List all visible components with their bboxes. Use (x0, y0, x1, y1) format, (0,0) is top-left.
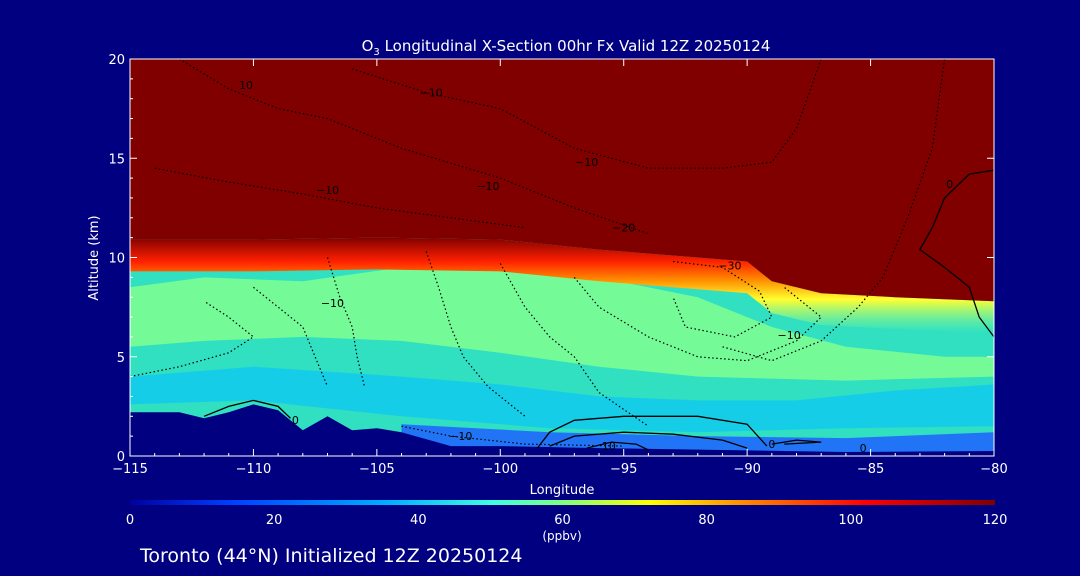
contour-label: 0 (292, 414, 299, 427)
contour-positive (536, 415, 768, 449)
plot-area: 10 −10 −10 −10 −10 −20 −30 −10 −10 0 −10 10 0 0 0 (130, 59, 994, 456)
y-tick-label: 20 (108, 53, 125, 68)
stratosphere-region (130, 59, 994, 302)
colorbar-tick-label: 20 (266, 513, 283, 528)
contour-positive (203, 399, 291, 419)
contour-negative (253, 286, 329, 387)
contour-label: −10 (575, 156, 598, 169)
contour-label: −10 (476, 180, 499, 193)
contour-label: −30 (718, 259, 741, 272)
contour-negative (179, 59, 649, 235)
contour-label: −10 (321, 297, 344, 310)
contour-negative (154, 167, 526, 229)
tropopause-transition (130, 237, 994, 333)
y-tick-label: 10 (108, 252, 125, 267)
colorbar-unit: (ppbv) (542, 529, 581, 543)
contour-positive (919, 173, 994, 338)
x-tick-label: −90 (733, 462, 760, 477)
ozone-band-45ppbv (130, 366, 994, 433)
contour-label: −20 (612, 222, 635, 235)
terrain-surface (130, 404, 994, 456)
contour-labels: 10 −10 −10 −10 −10 −20 −30 −10 −10 0 −10 10 0 0 0 (239, 79, 953, 455)
contour-positive (549, 431, 748, 449)
colorbar (130, 500, 995, 505)
contour-label: 10 (602, 440, 616, 453)
station-caption: Toronto (44°N) Initialized 12Z 20250124 (139, 545, 523, 567)
contour-positive (771, 439, 822, 445)
contour-label: 10 (239, 79, 253, 92)
contour-negative (401, 425, 624, 447)
colorbar-tick-label: 120 (983, 513, 1008, 528)
x-axis: −115 −110 −105 −100 −95 −90 −85 −80 (112, 59, 1008, 477)
contour-negative (573, 277, 823, 362)
ozone-band-60ppbv (130, 261, 994, 381)
chart-title: O3 Longitudinal X-Section 00hr Fx Valid … (362, 37, 771, 58)
y-tick-label: 15 (108, 152, 125, 167)
y-tick-label: 5 (117, 351, 125, 366)
colorbar-tick-label: 100 (838, 513, 863, 528)
colorbar-tick-label: 40 (410, 513, 427, 528)
y-tick-label: 0 (117, 450, 125, 465)
y-axis-label: Altitude (km) (87, 215, 102, 300)
colorbar-ticks: 0 20 40 60 80 100 120 (126, 513, 1008, 528)
colorbar-tick-label: 60 (554, 513, 571, 528)
x-tick-label: −115 (112, 462, 148, 477)
contour-label: −10 (316, 184, 339, 197)
ozone-field (130, 59, 994, 456)
x-tick-label: −100 (482, 462, 518, 477)
colorbar-tick-label: 80 (698, 513, 715, 528)
x-tick-label: −85 (857, 462, 884, 477)
contour-negative (722, 59, 946, 362)
x-tick-label: −105 (359, 462, 395, 477)
x-tick-label: −110 (236, 462, 272, 477)
contour-positive (969, 169, 994, 175)
x-tick-label: −80 (980, 462, 1007, 477)
colorbar-tick-label: 0 (126, 513, 134, 528)
y-axis: 0 5 10 15 20 (108, 53, 994, 465)
x-tick-label: −95 (610, 462, 637, 477)
contour-label: −10 (777, 329, 800, 342)
contour-label: 0 (946, 178, 953, 191)
contour-negative (499, 263, 649, 427)
contour-label: −10 (449, 430, 472, 443)
contour-label: 0 (860, 442, 867, 455)
x-axis-label: Longitude (530, 483, 595, 498)
contour-negative (130, 300, 255, 378)
contour-positive (586, 441, 649, 451)
contour-lines (130, 59, 994, 451)
contour-label: 0 (768, 438, 775, 451)
contour-label: −10 (420, 87, 443, 100)
